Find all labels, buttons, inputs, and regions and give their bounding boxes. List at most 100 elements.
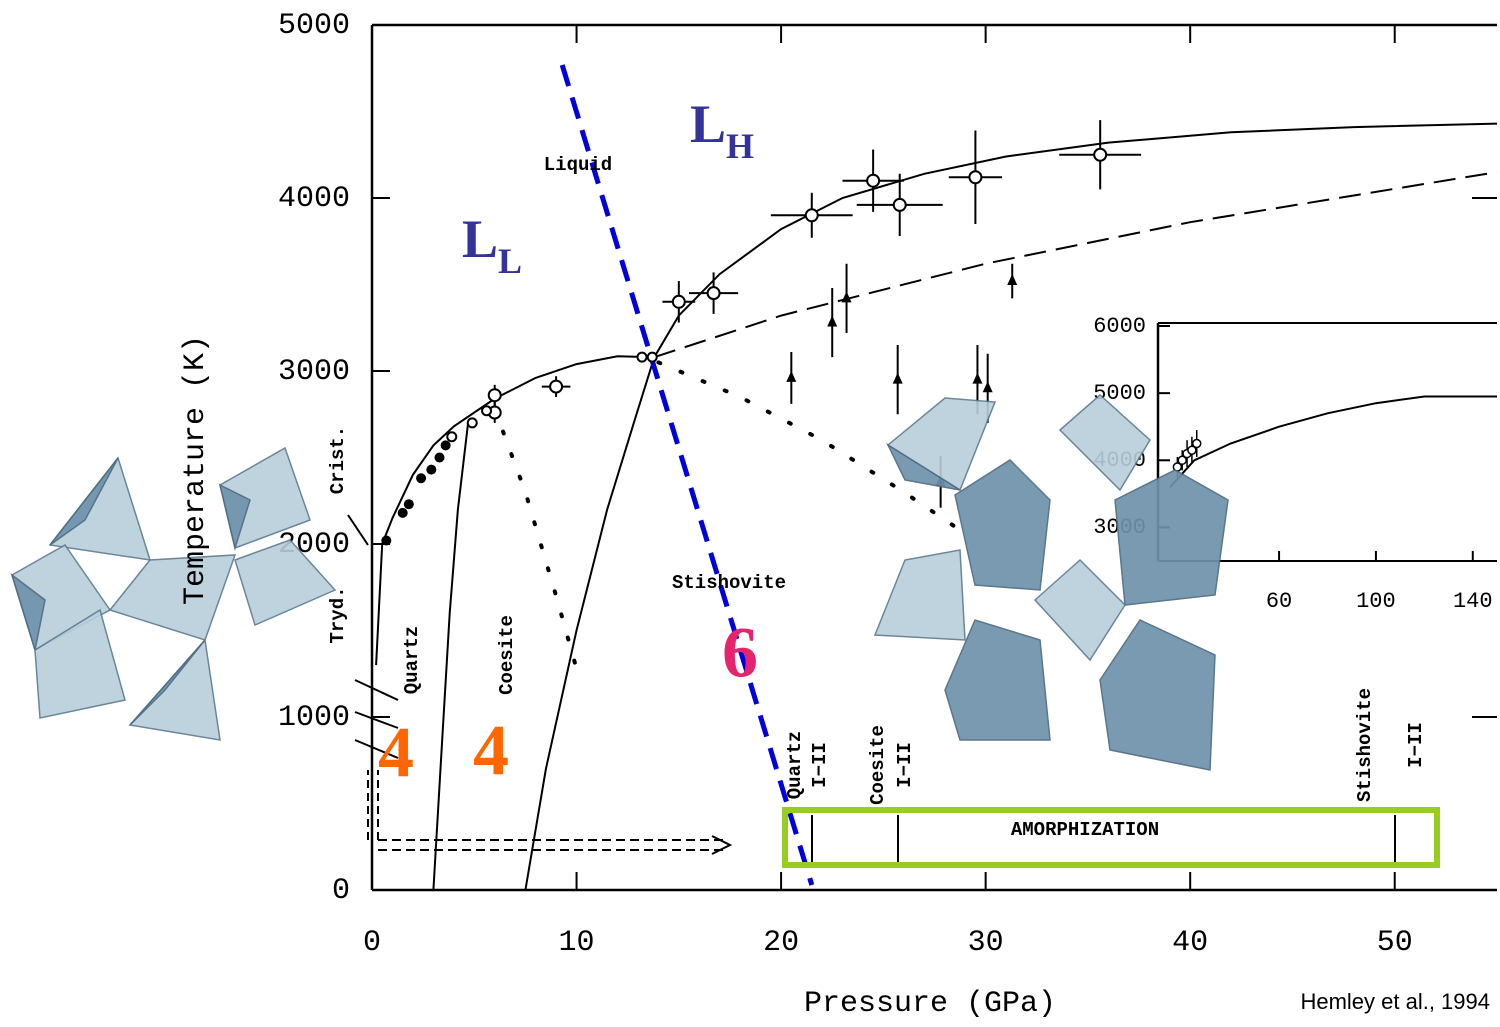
phase-boundary xyxy=(432,422,470,891)
pointer xyxy=(347,514,369,546)
phase-label: Stishovite xyxy=(672,572,786,594)
point xyxy=(381,535,392,546)
liquid-label-sub: H xyxy=(726,126,754,166)
inset-x-tick-label: 60 xyxy=(1266,589,1292,614)
transition-label: I−II xyxy=(894,742,916,788)
coordination-number: 6 xyxy=(722,613,758,693)
pointer xyxy=(354,679,399,701)
point xyxy=(416,473,427,484)
inset-point xyxy=(1187,445,1197,455)
point xyxy=(481,405,493,417)
octahedron xyxy=(886,442,961,491)
point xyxy=(892,197,907,212)
point xyxy=(1007,274,1018,286)
coordination-number: 4 xyxy=(378,713,414,793)
phase-boundary xyxy=(653,171,1498,359)
phase-boundary xyxy=(559,64,815,886)
phase-label: Liquid xyxy=(544,154,612,176)
point xyxy=(397,507,408,518)
tetrahedron xyxy=(34,608,126,719)
tetrahedron xyxy=(234,539,337,627)
y-tick-label: 5000 xyxy=(278,9,350,43)
point xyxy=(892,372,903,384)
transition-label: Coesite xyxy=(867,725,889,805)
liquid-label-main: L xyxy=(462,209,498,269)
transition-label: Stishovite xyxy=(1354,688,1376,802)
octahedron xyxy=(944,619,1051,741)
octahedron xyxy=(954,459,1051,591)
pointer xyxy=(354,739,399,759)
point xyxy=(841,291,852,303)
liquid-label-main: L xyxy=(690,94,726,154)
inset-point xyxy=(1177,455,1187,466)
point xyxy=(466,417,478,429)
octahedron xyxy=(1099,619,1216,771)
y-axis-title: Temperature (K) xyxy=(179,335,213,605)
amorphization-label: AMORPHIZATION xyxy=(1011,819,1159,841)
point xyxy=(636,351,648,363)
inset-point xyxy=(1191,438,1202,449)
tetrahedron xyxy=(129,639,206,726)
y-tick-label: 3000 xyxy=(278,355,350,389)
octahedron xyxy=(1114,469,1229,606)
liquid-label-sub: L xyxy=(498,241,522,281)
x-tick-label: 30 xyxy=(968,926,1004,960)
x-tick-label: 10 xyxy=(559,926,595,960)
polyhedra-right xyxy=(873,393,1229,771)
liquid-label: LL xyxy=(462,209,522,281)
point xyxy=(982,381,993,393)
point xyxy=(671,294,686,309)
tetrahedron xyxy=(218,483,251,551)
point xyxy=(440,440,451,451)
transition-label: Quartz xyxy=(784,731,806,799)
point xyxy=(403,499,414,510)
x-tick-label: 40 xyxy=(1172,926,1208,960)
inset-y-tick-label: 6000 xyxy=(1093,314,1146,339)
phase-label: Coesite xyxy=(496,615,518,695)
pointer xyxy=(354,711,399,729)
x-tick-label: 20 xyxy=(763,926,799,960)
point xyxy=(786,370,797,382)
point xyxy=(706,286,721,301)
phase-label: Crist. xyxy=(327,426,349,494)
y-tick-label: 4000 xyxy=(278,182,350,216)
amorphization-box xyxy=(782,807,1440,868)
arrow-head xyxy=(711,835,733,855)
polyhedra-left xyxy=(10,446,337,741)
point xyxy=(426,464,437,475)
octahedron xyxy=(1058,393,1151,492)
x-axis-title: Pressure (GPa) xyxy=(804,987,1056,1021)
x-tick-label: 50 xyxy=(1377,926,1413,960)
point xyxy=(972,372,983,384)
point xyxy=(866,173,881,188)
x-tick-label: 0 xyxy=(363,926,381,960)
coordination-number: 4 xyxy=(473,711,509,791)
phase-label: Quartz xyxy=(401,626,423,694)
liquid-label: LH xyxy=(690,94,754,166)
point xyxy=(804,208,819,223)
point xyxy=(434,452,445,463)
citation: Hemley et al., 1994 xyxy=(1300,989,1490,1014)
phase-boundary xyxy=(375,355,655,666)
tetrahedron xyxy=(108,554,237,641)
octahedron xyxy=(873,549,966,641)
tetrahedron xyxy=(10,573,46,651)
transition-label: I−II xyxy=(809,742,831,788)
transition-label: I−II xyxy=(1405,722,1427,768)
y-tick-label: 1000 xyxy=(278,701,350,735)
point xyxy=(1093,147,1108,162)
inset-x-tick-label: 100 xyxy=(1356,589,1396,614)
point xyxy=(487,388,502,403)
inset-curve xyxy=(1169,395,1497,488)
octahedron xyxy=(1033,558,1126,662)
point xyxy=(549,379,564,394)
y-tick-label: 0 xyxy=(332,874,350,908)
phase-label: Tryd. xyxy=(327,586,349,643)
point xyxy=(446,431,458,443)
phase-boundary xyxy=(492,407,579,671)
point xyxy=(968,170,983,185)
point xyxy=(827,315,838,327)
phase-boundary xyxy=(524,122,1498,891)
